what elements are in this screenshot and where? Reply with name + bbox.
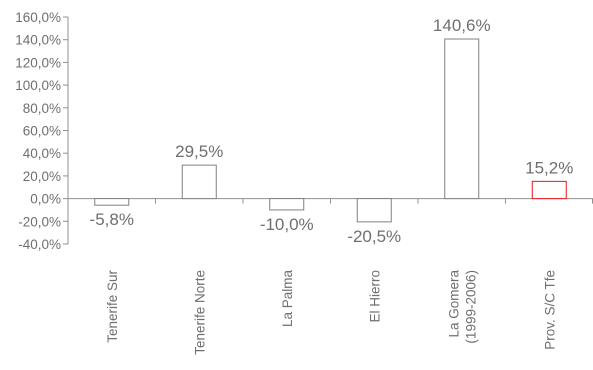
- bar: [94, 198, 130, 206]
- bars: [94, 38, 567, 223]
- data-label: -10,0%: [260, 215, 314, 234]
- category-label: (1999-2006): [463, 270, 478, 344]
- data-label: 15,2%: [525, 158, 573, 177]
- y-tick-label: 120,0%: [15, 55, 61, 70]
- bar: [181, 164, 217, 200]
- data-label: 140,6%: [433, 16, 491, 35]
- category-label: Tenerife Norte: [192, 270, 207, 355]
- category-label: Tenerife Sur: [105, 270, 120, 343]
- data-label: -20,5%: [347, 227, 401, 246]
- y-axis: -40,0% -20,0% 0,0% 20,0% 40,0% 60,0% 80,0% 100,…: [15, 10, 69, 252]
- y-tick-label: 80,0%: [23, 101, 61, 116]
- data-label: -5,8%: [90, 210, 134, 229]
- y-tick-label: -40,0%: [18, 237, 61, 252]
- category-label: Prov. S/C Tfe: [542, 270, 557, 350]
- category-label: La Gomera: [446, 270, 461, 338]
- y-tick-label: 160,0%: [15, 10, 61, 25]
- y-tick-label: 0,0%: [30, 192, 61, 207]
- bar: [531, 180, 567, 200]
- y-tick-label: 60,0%: [23, 124, 61, 139]
- y-tick-label: 40,0%: [23, 146, 61, 161]
- y-tick-label: 20,0%: [23, 169, 61, 184]
- bar: [444, 38, 480, 200]
- y-tick-label: -20,0%: [18, 214, 61, 229]
- bar: [356, 198, 392, 223]
- data-labels: -5,8% 29,5% -10,0% -20,5% 140,6% 15,2%: [90, 16, 574, 246]
- data-label: 29,5%: [175, 142, 223, 161]
- bar: [269, 198, 305, 211]
- category-labels: Tenerife Sur Tenerife Norte La Palma El Hie…: [105, 270, 558, 355]
- category-label: La Palma: [280, 270, 295, 328]
- y-tick-label: 100,0%: [15, 78, 61, 93]
- x-axis: [68, 198, 593, 204]
- y-tick-label: 140,0%: [15, 33, 61, 48]
- category-label: El Hierro: [367, 270, 382, 323]
